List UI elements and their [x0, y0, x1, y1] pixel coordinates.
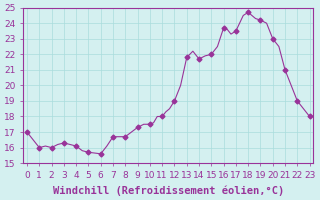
- X-axis label: Windchill (Refroidissement éolien,°C): Windchill (Refroidissement éolien,°C): [53, 185, 284, 196]
